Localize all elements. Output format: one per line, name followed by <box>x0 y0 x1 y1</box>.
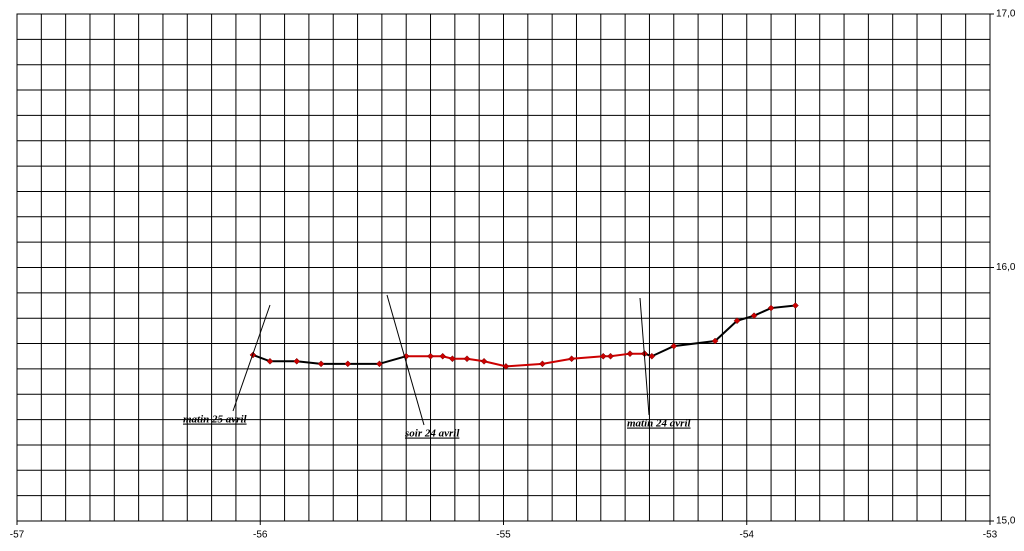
marker <box>502 363 510 370</box>
y-tick-label: 16,0 <box>996 262 1016 273</box>
marker <box>344 360 352 368</box>
annotation: matin 24 avril <box>627 418 692 430</box>
marker <box>767 304 775 312</box>
marker <box>599 352 607 360</box>
marker <box>750 312 758 320</box>
marker <box>607 352 614 360</box>
annotation: soir 24 avril <box>404 428 460 440</box>
marker <box>480 357 488 365</box>
marker <box>568 355 575 363</box>
annotation-leader <box>386 294 425 426</box>
marker <box>792 302 799 309</box>
y-tick-label: 17,0 <box>996 9 1016 20</box>
annotation-leader <box>639 297 650 416</box>
marker <box>427 352 434 360</box>
y-tick-label: 15,0 <box>996 516 1016 527</box>
marker <box>670 342 678 350</box>
marker <box>439 352 447 360</box>
marker <box>539 360 546 368</box>
marker <box>733 317 741 325</box>
marker <box>648 352 656 360</box>
marker <box>626 350 634 358</box>
marker <box>449 355 456 363</box>
marker <box>266 357 274 365</box>
annotation-leader <box>232 304 271 412</box>
x-tick-label: -53 <box>983 530 998 541</box>
x-tick-label: -56 <box>253 530 268 541</box>
marker <box>376 360 383 368</box>
marker <box>293 357 301 365</box>
marker <box>317 360 325 368</box>
marker <box>463 355 471 363</box>
x-tick-label: -57 <box>10 530 25 541</box>
marker <box>711 337 719 345</box>
x-tick-label: -55 <box>496 530 511 541</box>
series-line <box>644 304 796 358</box>
annotation: matin 25 avril <box>183 414 248 426</box>
x-tick-label: -54 <box>740 530 755 541</box>
